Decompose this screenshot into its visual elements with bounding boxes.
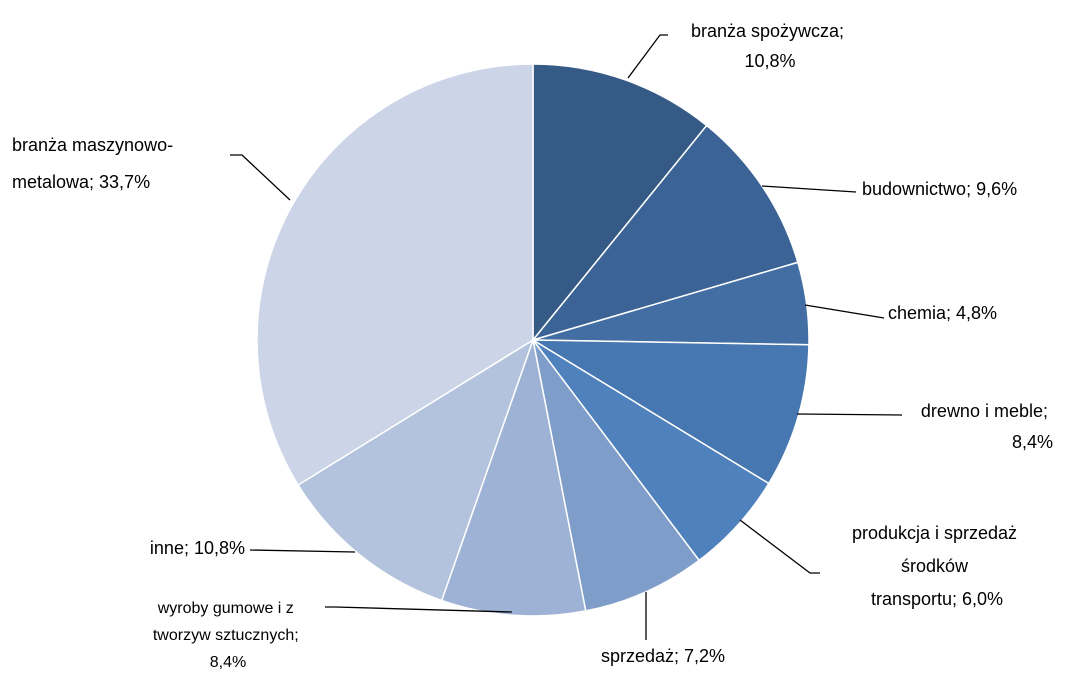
data-label-line: tworzyw sztucznych; — [153, 627, 303, 644]
leader-line — [230, 154, 291, 201]
data-label: wyroby gumowe i z tworzyw sztucznych; 8,… — [153, 600, 303, 671]
pie-slice — [532, 63, 708, 343]
data-label-line: branża maszynowo- — [12, 135, 173, 155]
data-label-line: inne; 10,8% — [150, 538, 245, 558]
data-label-line: produkcja i sprzedaż — [852, 523, 1022, 543]
data-label: branża maszynowo-metalowa; 33,7% — [12, 135, 173, 192]
data-label-line: transportu; 6,0% — [871, 589, 1003, 609]
data-label: drewno i meble; 8,4% — [921, 401, 1053, 452]
leader-line — [796, 413, 903, 416]
pie-slice — [297, 338, 535, 602]
data-label-line: 10,8% — [744, 51, 795, 71]
leader-line — [249, 549, 356, 553]
pie-slice — [532, 339, 701, 612]
data-label-line: 8,4% — [210, 654, 246, 671]
leader-line — [804, 304, 885, 319]
data-label: inne; 10,8% — [150, 538, 245, 558]
pie-slice — [530, 124, 799, 342]
data-label: produkcja i sprzedaż środków transportu;… — [852, 523, 1022, 609]
data-label: sprzedaż; 7,2% — [601, 646, 725, 666]
data-label-line: środków — [901, 556, 973, 576]
data-label-line: budownictwo; 9,6% — [862, 179, 1017, 199]
leader-line — [739, 519, 820, 574]
data-label-line: wyroby gumowe i z — [157, 600, 299, 617]
data-label-line: sprzedaż; 7,2% — [601, 646, 725, 666]
data-label: budownictwo; 9,6% — [862, 179, 1017, 199]
pie-slice — [256, 63, 534, 487]
data-label-line: chemia; 4,8% — [888, 303, 997, 323]
leader-line — [627, 34, 668, 79]
data-label: branża spożywcza; 10,8% — [691, 21, 849, 71]
data-label-line: 8,4% — [1012, 432, 1053, 452]
leader-line — [325, 606, 513, 613]
data-label-line: branża spożywcza; — [691, 21, 849, 41]
data-label-line: drewno i meble; — [921, 401, 1053, 421]
pie-slice — [440, 337, 587, 617]
data-label: chemia; 4,8% — [888, 303, 997, 323]
data-label-line: metalowa; 33,7% — [12, 172, 150, 192]
leader-line — [761, 185, 857, 193]
pie-slice — [530, 339, 810, 485]
